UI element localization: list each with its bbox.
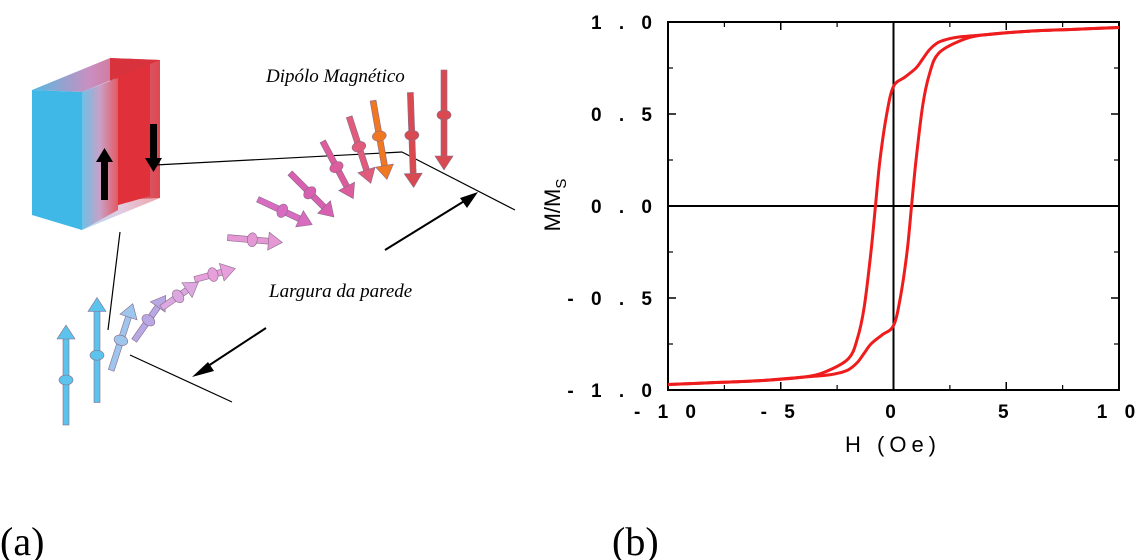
- y-axis-label: M/MS: [540, 179, 570, 232]
- up-arrow-icon: [96, 148, 113, 200]
- dipole-arrow-icon: [159, 281, 199, 311]
- dipole-arrow-icon: [227, 231, 283, 251]
- descending-branch: [667, 26, 1120, 386]
- block-blue-domain: [32, 90, 82, 230]
- dipole-arrows: [56, 69, 454, 426]
- y-tick-label: - 0 . 5: [567, 289, 658, 310]
- x-tick-label: - 1 0: [634, 402, 702, 423]
- wall-width-right-arrow-icon: [384, 192, 478, 251]
- tick-labels: - 1 0 - 5 0 5 1 0 - 1 . 0 - 0 . 5 0 . 0 0 . 5 1 .…: [567, 13, 1138, 423]
- dipole-arrow-icon: [107, 303, 138, 372]
- y-tick-label: - 1 . 0: [567, 381, 658, 402]
- x-axis-label: H (Oe): [845, 432, 941, 457]
- svg-text:M/MS: M/MS: [540, 179, 570, 232]
- dipole-arrow-icon: [56, 324, 76, 426]
- magnetic-domain-block: [32, 58, 162, 230]
- y-axis-label-main: M/M: [540, 189, 565, 232]
- wall-width-label: Largura da parede: [268, 281, 412, 302]
- dipole-arrow-icon: [131, 295, 167, 343]
- down-arrow-icon: [145, 124, 162, 172]
- hysteresis-loop: [667, 26, 1120, 386]
- x-tick-label: 0: [885, 402, 902, 423]
- zero-lines: [668, 22, 1119, 390]
- dipole-arrow-icon: [319, 139, 355, 200]
- x-tick-label: 5: [998, 402, 1015, 423]
- y-axis-label-sub: S: [553, 179, 570, 189]
- hysteresis-chart: - 1 0 - 5 0 5 1 0 - 1 . 0 - 0 . 5 0 . 0 0 . 5 1 .…: [540, 13, 1138, 457]
- panel-a-label: (a): [0, 519, 44, 560]
- block-red-domain: [115, 64, 150, 206]
- y-tick-label: 0 . 5: [591, 105, 658, 126]
- dipole-arrow-icon: [345, 115, 376, 184]
- block-wall-region: [82, 78, 118, 230]
- y-tick-label: 0 . 0: [591, 197, 658, 218]
- dipole-arrow-icon: [403, 92, 423, 189]
- dipole-arrow-icon: [287, 170, 335, 218]
- panel-b-label: (b): [612, 519, 659, 560]
- wall-width-left-arrow-icon: [192, 327, 267, 377]
- y-tick-label: 1 . 0: [591, 13, 658, 34]
- dipole-arrow-icon: [369, 99, 394, 180]
- x-tick-label: - 5: [761, 402, 801, 423]
- dipole-arrow-icon: [87, 296, 107, 403]
- x-tick-label: 1 0: [1097, 402, 1138, 423]
- dipole-arrow-icon: [256, 196, 313, 228]
- dipole-arrow-icon: [434, 69, 454, 171]
- domain-wall-diagram: Dipólo Magnético Largura da parede: [32, 58, 516, 426]
- ascending-branch: [667, 26, 1120, 386]
- dipole-label: Dipólo Magnético: [265, 66, 405, 87]
- dipole-arrow-icon: [193, 263, 236, 283]
